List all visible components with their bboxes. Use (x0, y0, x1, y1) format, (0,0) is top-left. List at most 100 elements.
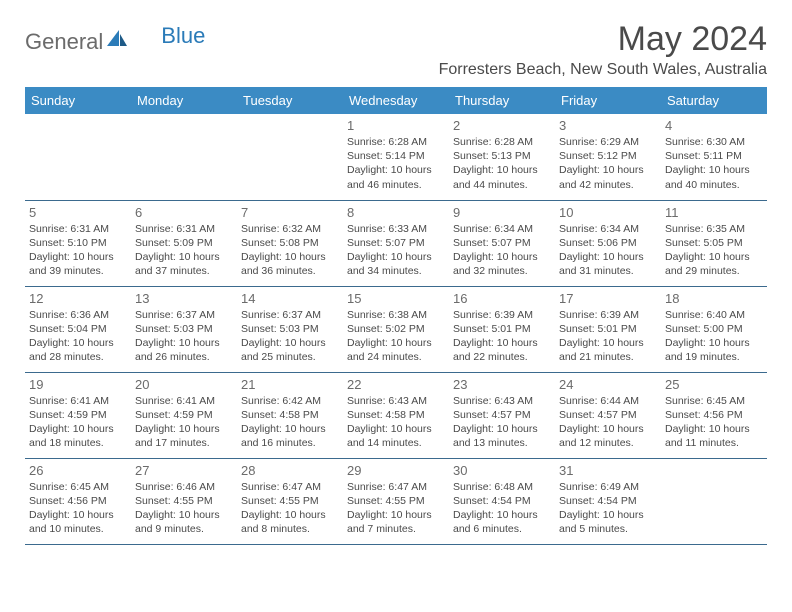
day-info: Sunrise: 6:37 AMSunset: 5:03 PMDaylight:… (241, 308, 339, 365)
day-header: Saturday (661, 87, 767, 114)
day-number: 5 (29, 205, 127, 220)
day-info: Sunrise: 6:36 AMSunset: 5:04 PMDaylight:… (29, 308, 127, 365)
day-cell: 7 Sunrise: 6:32 AMSunset: 5:08 PMDaylight… (237, 200, 343, 286)
day-cell: 27 Sunrise: 6:46 AMSunset: 4:55 PMDayligh… (131, 458, 237, 544)
day-header: Wednesday (343, 87, 449, 114)
day-number: 7 (241, 205, 339, 220)
day-cell: 22 Sunrise: 6:43 AMSunset: 4:58 PMDayligh… (343, 372, 449, 458)
day-info: Sunrise: 6:34 AMSunset: 5:07 PMDaylight:… (453, 222, 551, 279)
day-cell: 17Sunrise: 6:39 AMSunset: 5:01 PMDayligh… (555, 286, 661, 372)
day-cell: 23Sunrise: 6:43 AMSunset: 4:57 PMDayligh… (449, 372, 555, 458)
day-number: 10 (559, 205, 657, 220)
day-info: Sunrise: 6:48 AMSunset: 4:54 PMDaylight:… (453, 480, 551, 537)
day-cell: 18Sunrise: 6:40 AMSunset: 5:00 PMDayligh… (661, 286, 767, 372)
day-cell: 15Sunrise: 6:38 AMSunset: 5:02 PMDayligh… (343, 286, 449, 372)
day-number: 9 (453, 205, 551, 220)
day-number: 27 (135, 463, 233, 478)
day-info: Sunrise: 6:31 AMSunset: 5:09 PMDaylight:… (135, 222, 233, 279)
day-number: 6 (135, 205, 233, 220)
day-cell: 5 Sunrise: 6:31 AMSunset: 5:10 PMDaylight… (25, 200, 131, 286)
logo-text-general: General (25, 29, 103, 55)
day-info: Sunrise: 6:43 AMSunset: 4:58 PMDaylight:… (347, 394, 445, 451)
day-number: 24 (559, 377, 657, 392)
location-text: Forresters Beach, New South Wales, Austr… (439, 61, 767, 79)
calendar-body: 1 Sunrise: 6:28 AMSunset: 5:14 PMDaylight… (25, 114, 767, 544)
day-info: Sunrise: 6:45 AMSunset: 4:56 PMDaylight:… (665, 394, 763, 451)
header-right: May 2024 Forresters Beach, New South Wal… (439, 20, 767, 79)
day-cell: 4Sunrise: 6:30 AMSunset: 5:11 PMDaylight… (661, 114, 767, 200)
day-info: Sunrise: 6:47 AMSunset: 4:55 PMDaylight:… (347, 480, 445, 537)
day-cell: 2 Sunrise: 6:28 AMSunset: 5:13 PMDaylight… (449, 114, 555, 200)
day-number: 31 (559, 463, 657, 478)
day-number: 26 (29, 463, 127, 478)
day-number: 25 (665, 377, 763, 392)
day-info: Sunrise: 6:35 AMSunset: 5:05 PMDaylight:… (665, 222, 763, 279)
day-cell: 3Sunrise: 6:29 AMSunset: 5:12 PMDaylight… (555, 114, 661, 200)
day-number: 19 (29, 377, 127, 392)
day-number: 12 (29, 291, 127, 306)
day-cell: 8 Sunrise: 6:33 AMSunset: 5:07 PMDaylight… (343, 200, 449, 286)
day-header: Tuesday (237, 87, 343, 114)
calendar-week-row: 5 Sunrise: 6:31 AMSunset: 5:10 PMDaylight… (25, 200, 767, 286)
page-header: General Blue May 2024 Forresters Beach, … (25, 20, 767, 79)
day-cell: 13Sunrise: 6:37 AMSunset: 5:03 PMDayligh… (131, 286, 237, 372)
day-cell: 10Sunrise: 6:34 AMSunset: 5:06 PMDayligh… (555, 200, 661, 286)
day-info: Sunrise: 6:49 AMSunset: 4:54 PMDaylight:… (559, 480, 657, 537)
logo-sail-icon (105, 28, 129, 55)
day-info: Sunrise: 6:47 AMSunset: 4:55 PMDaylight:… (241, 480, 339, 537)
day-cell: 28Sunrise: 6:47 AMSunset: 4:55 PMDayligh… (237, 458, 343, 544)
day-info: Sunrise: 6:45 AMSunset: 4:56 PMDaylight:… (29, 480, 127, 537)
day-number: 16 (453, 291, 551, 306)
day-number: 18 (665, 291, 763, 306)
day-info: Sunrise: 6:31 AMSunset: 5:10 PMDaylight:… (29, 222, 127, 279)
calendar-page: General Blue May 2024 Forresters Beach, … (0, 0, 792, 565)
day-cell: 25 Sunrise: 6:45 AMSunset: 4:56 PMDayligh… (661, 372, 767, 458)
day-cell: 31 Sunrise: 6:49 AMSunset: 4:54 PMDayligh… (555, 458, 661, 544)
day-cell: 21Sunrise: 6:42 AMSunset: 4:58 PMDayligh… (237, 372, 343, 458)
empty-cell (131, 114, 237, 200)
empty-cell (237, 114, 343, 200)
day-number: 17 (559, 291, 657, 306)
day-info: Sunrise: 6:32 AMSunset: 5:08 PMDaylight:… (241, 222, 339, 279)
day-number: 20 (135, 377, 233, 392)
day-number: 23 (453, 377, 551, 392)
day-number: 2 (453, 118, 551, 133)
day-info: Sunrise: 6:44 AMSunset: 4:57 PMDaylight:… (559, 394, 657, 451)
day-number: 22 (347, 377, 445, 392)
day-info: Sunrise: 6:33 AMSunset: 5:07 PMDaylight:… (347, 222, 445, 279)
day-cell: 11 Sunrise: 6:35 AMSunset: 5:05 PMDayligh… (661, 200, 767, 286)
day-info: Sunrise: 6:42 AMSunset: 4:58 PMDaylight:… (241, 394, 339, 451)
day-cell: 19 Sunrise: 6:41 AMSunset: 4:59 PMDayligh… (25, 372, 131, 458)
day-info: Sunrise: 6:28 AMSunset: 5:14 PMDaylight:… (347, 135, 445, 192)
logo: General Blue (25, 28, 205, 55)
day-info: Sunrise: 6:46 AMSunset: 4:55 PMDaylight:… (135, 480, 233, 537)
day-cell: 30 Sunrise: 6:48 AMSunset: 4:54 PMDayligh… (449, 458, 555, 544)
day-cell: 9 Sunrise: 6:34 AMSunset: 5:07 PMDaylight… (449, 200, 555, 286)
day-number: 30 (453, 463, 551, 478)
day-cell: 20Sunrise: 6:41 AMSunset: 4:59 PMDayligh… (131, 372, 237, 458)
day-cell: 29 Sunrise: 6:47 AMSunset: 4:55 PMDayligh… (343, 458, 449, 544)
day-header: Thursday (449, 87, 555, 114)
day-number: 1 (347, 118, 445, 133)
calendar-week-row: 12 Sunrise: 6:36 AMSunset: 5:04 PMDayligh… (25, 286, 767, 372)
day-header: Friday (555, 87, 661, 114)
day-cell: 6 Sunrise: 6:31 AMSunset: 5:09 PMDaylight… (131, 200, 237, 286)
logo-text-blue: Blue (161, 23, 205, 49)
day-info: Sunrise: 6:41 AMSunset: 4:59 PMDaylight:… (29, 394, 127, 451)
day-number: 15 (347, 291, 445, 306)
day-header: Sunday (25, 87, 131, 114)
empty-cell (25, 114, 131, 200)
calendar-table: SundayMondayTuesdayWednesdayThursdayFrid… (25, 87, 767, 545)
calendar-week-row: 19 Sunrise: 6:41 AMSunset: 4:59 PMDayligh… (25, 372, 767, 458)
day-cell: 16Sunrise: 6:39 AMSunset: 5:01 PMDayligh… (449, 286, 555, 372)
calendar-week-row: 26 Sunrise: 6:45 AMSunset: 4:56 PMDayligh… (25, 458, 767, 544)
day-info: Sunrise: 6:28 AMSunset: 5:13 PMDaylight:… (453, 135, 551, 192)
day-cell: 14Sunrise: 6:37 AMSunset: 5:03 PMDayligh… (237, 286, 343, 372)
day-info: Sunrise: 6:37 AMSunset: 5:03 PMDaylight:… (135, 308, 233, 365)
empty-cell (661, 458, 767, 544)
day-number: 8 (347, 205, 445, 220)
day-cell: 26 Sunrise: 6:45 AMSunset: 4:56 PMDayligh… (25, 458, 131, 544)
day-header: Monday (131, 87, 237, 114)
day-number: 29 (347, 463, 445, 478)
day-number: 11 (665, 205, 763, 220)
